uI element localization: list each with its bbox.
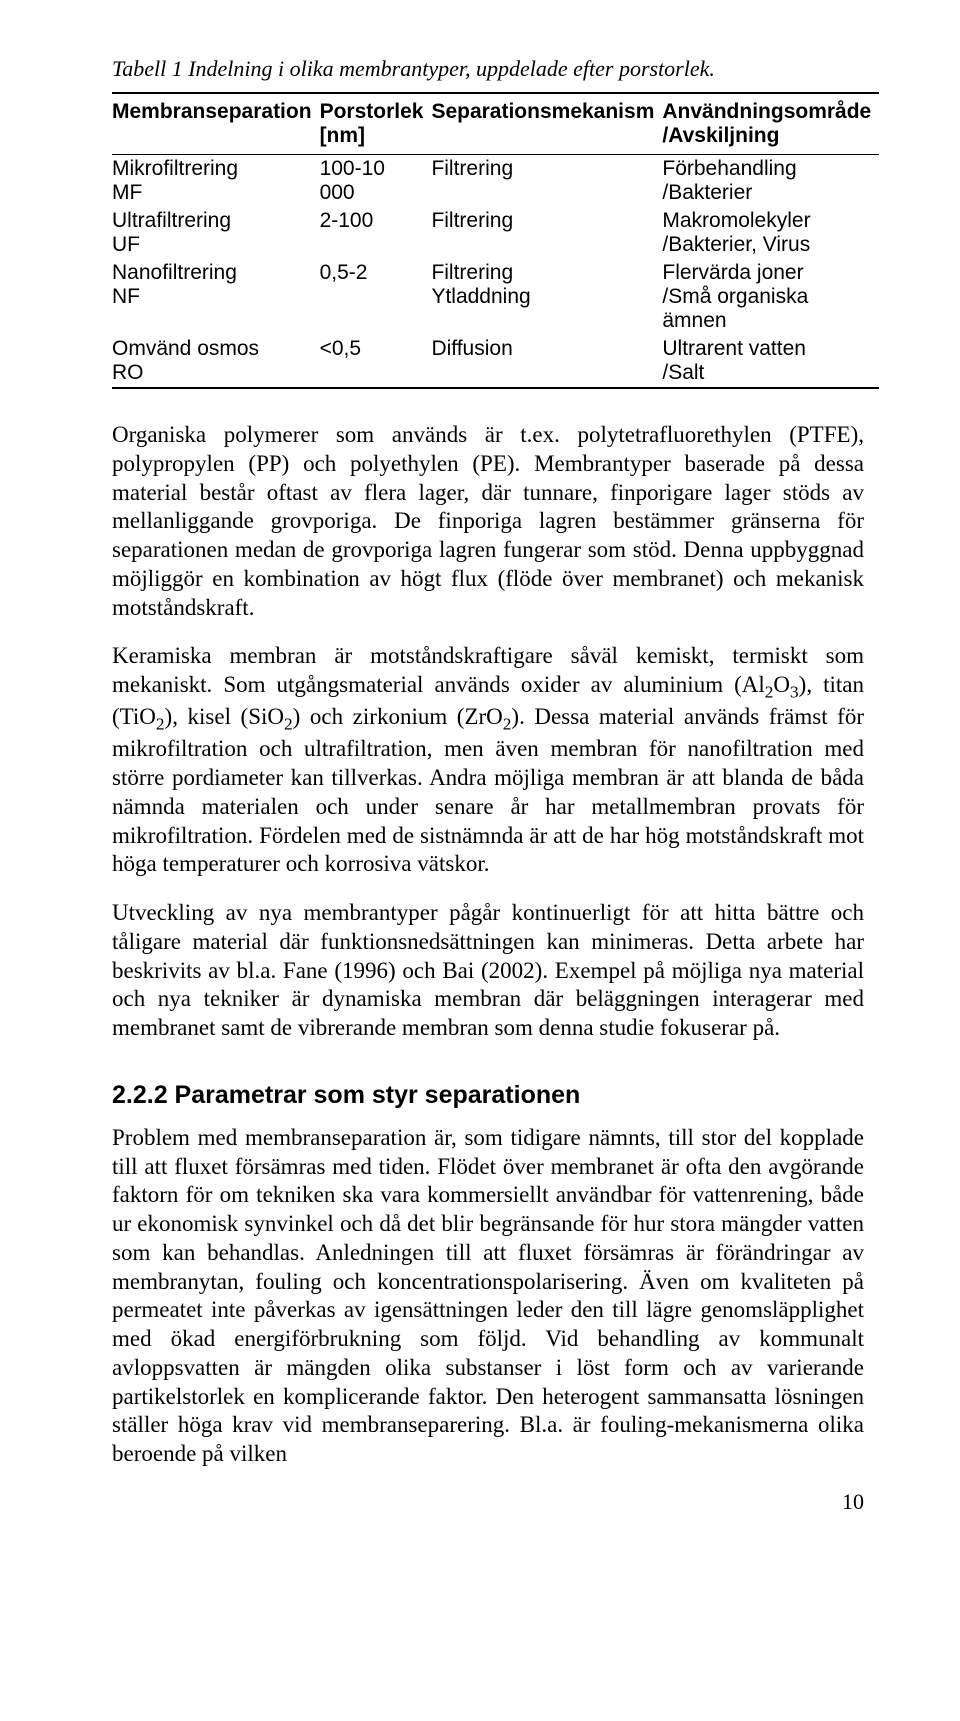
cell-nf-mech: Filtrering Ytladdning — [431, 259, 662, 335]
cell-text: Nanofiltrering — [112, 261, 237, 284]
cell-text: MF — [112, 181, 142, 204]
cell-text: UF — [112, 233, 140, 256]
cell-text: /Salt — [662, 361, 704, 384]
th-porstorlek-l1: Porstorlek — [320, 100, 424, 123]
cell-text: Förbehandling — [662, 157, 796, 180]
cell-nf-pore: 0,5-2 — [320, 259, 432, 335]
cell-uf-name: Ultrafiltrering UF — [112, 207, 320, 259]
cell-nf-use: Flervärda joner /Små organiska ämnen — [662, 259, 879, 335]
subscript: 2 — [156, 715, 165, 734]
th-anvandning-l2: /Avskiljning — [662, 124, 779, 147]
th-anvandning: Användningsområde /Avskiljning — [662, 93, 879, 155]
table-caption: Tabell 1 Indelning i olika membrantyper,… — [112, 56, 864, 82]
subscript: 3 — [790, 683, 799, 702]
p2-text: O — [773, 672, 790, 697]
cell-mf-pore: 100-10 000 — [320, 155, 432, 208]
cell-text: Mikrofiltrering — [112, 157, 238, 180]
cell-nf-name: Nanofiltrering NF — [112, 259, 320, 335]
cell-text: Ultrafiltrering — [112, 209, 231, 232]
paragraph-4: Problem med membranseparation är, som ti… — [112, 1124, 864, 1469]
cell-ro-name: Omvänd osmos RO — [112, 335, 320, 388]
paragraph-1: Organiska polymerer som används är t.ex.… — [112, 421, 864, 622]
document-page: Tabell 1 Indelning i olika membrantyper,… — [0, 0, 960, 1563]
cell-text: /Små organiska ämnen — [662, 285, 808, 332]
cell-text: /Bakterier — [662, 181, 752, 204]
p2-text: ), kisel (SiO — [165, 704, 284, 729]
p2-text: ). Dessa material används främst för mik… — [112, 704, 864, 876]
cell-mf-mech: Filtrering — [431, 155, 662, 208]
cell-ro-use: Ultrarent vatten /Salt — [662, 335, 879, 388]
cell-ro-pore: <0,5 — [320, 335, 432, 388]
cell-mf-use: Förbehandling /Bakterier — [662, 155, 879, 208]
cell-text: RO — [112, 361, 144, 384]
cell-text: NF — [112, 285, 140, 308]
cell-text: /Bakterier, Virus — [662, 233, 810, 256]
p2-text: ) och zirkonium (ZrO — [293, 704, 503, 729]
page-number: 10 — [112, 1489, 864, 1515]
th-porstorlek: Porstorlek [nm] — [320, 93, 432, 155]
th-porstorlek-l2: [nm] — [320, 124, 366, 147]
cell-ro-mech: Diffusion — [431, 335, 662, 388]
cell-text: Flervärda joner — [662, 261, 803, 284]
th-membranseparation: Membranseparation — [112, 93, 320, 155]
membrane-table: Membranseparation Porstorlek [nm] Separa… — [112, 92, 879, 389]
paragraph-3: Utveckling av nya membrantyper pågår kon… — [112, 899, 864, 1043]
subscript: 2 — [284, 715, 293, 734]
cell-text: Filtrering — [431, 261, 513, 284]
cell-text: Makromolekyler — [662, 209, 810, 232]
cell-text: Omvänd osmos — [112, 337, 259, 360]
paragraph-2: Keramiska membran är motståndskraftigare… — [112, 642, 864, 879]
cell-mf-name: Mikrofiltrering MF — [112, 155, 320, 208]
th-anvandning-l1: Användningsområde — [662, 100, 871, 123]
cell-uf-mech: Filtrering — [431, 207, 662, 259]
cell-uf-use: Makromolekyler /Bakterier, Virus — [662, 207, 879, 259]
cell-uf-pore: 2-100 — [320, 207, 432, 259]
cell-text: Ytladdning — [431, 285, 530, 308]
section-heading: 2.2.2 Parametrar som styr separationen — [112, 1081, 864, 1110]
cell-text: Ultrarent vatten — [662, 337, 806, 360]
th-separationsmekanism: Separationsmekanism — [431, 93, 662, 155]
p2-text: Keramiska membran är motståndskraftigare… — [112, 643, 864, 697]
